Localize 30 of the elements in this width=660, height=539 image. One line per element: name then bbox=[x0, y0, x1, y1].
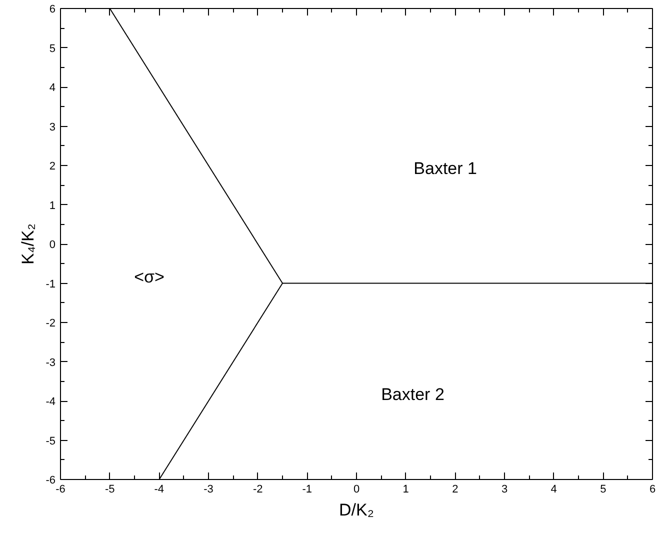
x-tick-label: 0 bbox=[353, 484, 360, 496]
y-tick-label: -4 bbox=[46, 396, 56, 408]
y-tick-label: 5 bbox=[49, 42, 56, 55]
y-tick-label: -6 bbox=[46, 474, 56, 486]
x-tick-label: 3 bbox=[501, 484, 508, 496]
annotation: <σ> bbox=[134, 267, 165, 286]
x-tick-label: 1 bbox=[402, 484, 409, 496]
x-axis-title: D/K₂ bbox=[339, 500, 374, 520]
y-tick-label: 3 bbox=[49, 121, 56, 134]
y-tick-label: 6 bbox=[49, 4, 56, 16]
y-tick-label: -2 bbox=[46, 318, 56, 330]
x-tick-label: -2 bbox=[252, 484, 263, 496]
y-tick-label: 4 bbox=[49, 82, 56, 94]
x-tick-label: -1 bbox=[302, 484, 312, 496]
x-tick-label: 6 bbox=[649, 484, 656, 496]
y-tick-label: 0 bbox=[49, 239, 56, 251]
x-tick-label: 2 bbox=[452, 484, 458, 496]
y-tick-label: -5 bbox=[46, 435, 56, 448]
x-tick-label: 4 bbox=[550, 484, 557, 496]
annotation: Baxter 1 bbox=[414, 159, 477, 178]
x-tick-label: -5 bbox=[104, 484, 115, 496]
x-tick-label: 5 bbox=[600, 484, 606, 496]
x-tick-label: -3 bbox=[204, 484, 214, 496]
y-tick-label: -3 bbox=[46, 356, 56, 369]
y-axis-title: K₄/K₂ bbox=[18, 224, 38, 264]
annotation: Baxter 2 bbox=[381, 385, 444, 404]
y-tick-label: 1 bbox=[49, 200, 56, 212]
x-tick-label: -4 bbox=[154, 484, 164, 496]
y-tick-label: 2 bbox=[49, 160, 56, 172]
y-tick-label: -1 bbox=[46, 278, 56, 290]
